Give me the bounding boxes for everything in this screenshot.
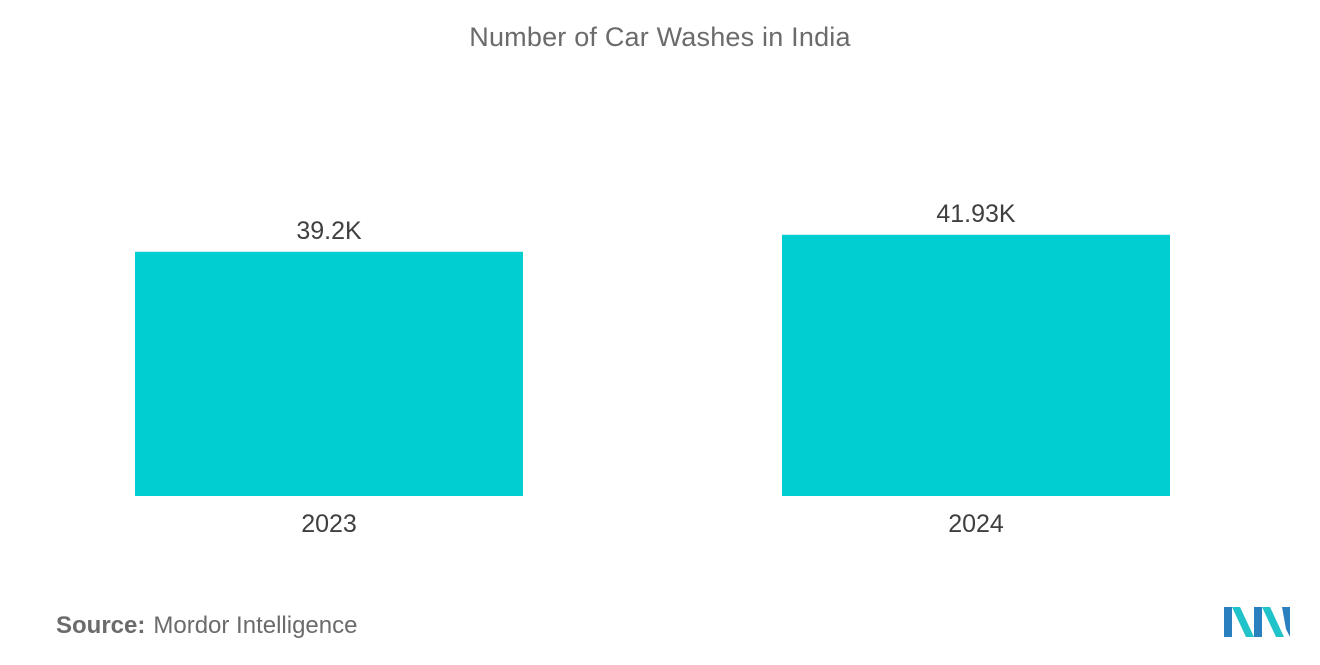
bar-2023 bbox=[135, 251, 523, 496]
source-label: Source: bbox=[56, 612, 146, 639]
source-value: Mordor Intelligence bbox=[153, 612, 358, 639]
mordor-intelligence-logo-icon bbox=[1224, 607, 1290, 637]
bar-chart: 39.2K 2023 41.93K 2024 bbox=[135, 200, 1170, 538]
source-note: Source: Mordor Intelligence bbox=[56, 612, 357, 640]
logo-left-diagonal bbox=[1232, 607, 1254, 637]
data-label-2023: 39.2K bbox=[296, 217, 362, 245]
logo-center-stroke bbox=[1254, 607, 1262, 637]
bar-2024 bbox=[782, 234, 1170, 496]
x-tick-label-2024: 2024 bbox=[948, 510, 1004, 538]
logo-left-stroke bbox=[1224, 607, 1232, 637]
logo-right-stroke bbox=[1282, 607, 1290, 637]
x-tick-label-2023: 2023 bbox=[301, 510, 357, 538]
chart-title: Number of Car Washes in India bbox=[469, 22, 851, 52]
data-label-2024: 41.93K bbox=[936, 200, 1016, 228]
logo-right-diagonal bbox=[1262, 607, 1284, 637]
